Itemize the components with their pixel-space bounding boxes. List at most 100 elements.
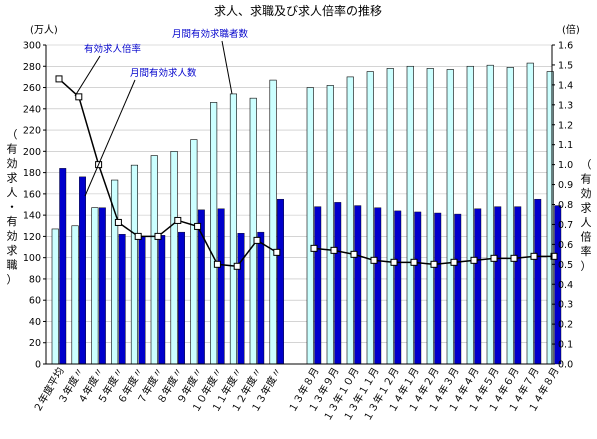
left-unit-label: (万人) [30,24,58,36]
bar-job-offers [354,205,362,365]
bar-job-seekers [506,67,514,365]
bar-job-seekers [466,65,474,365]
ratio-point [430,260,438,268]
annotation-leader [221,40,233,95]
bar-job-seekers [346,76,354,365]
bar-job-offers [394,210,402,365]
bar-job-seekers [51,228,59,365]
ratio-point [154,232,162,240]
ratio-point [273,248,281,256]
right-tick-label: 0.7 [558,220,573,231]
bar-job-seekers [446,69,454,365]
ratio-point [470,256,478,264]
bar-job-seekers [71,225,79,365]
ratio-point [194,222,202,230]
ratio-point [510,254,518,262]
vertical-axis-label: （有効求人・有効求職） [7,128,18,286]
ratio-line [55,75,558,270]
chart-title: 求人、求職及び求人倍率の推移 [214,3,382,18]
left-tick-label: 60 [29,296,41,307]
bar-job-seekers [426,68,434,365]
right-tick-label: 0.1 [558,340,573,351]
left-tick-label: 0 [35,360,41,371]
category-labels: ２年度平均３年度〃４年度〃５年度〃６年度〃７年度〃８年度〃９年度〃１０年度〃１１… [30,365,561,423]
left-tick-label: 80 [29,274,41,285]
ratio-point [55,75,63,83]
right-tick-label: 0.9 [558,180,573,191]
right-tick-label: 0.0 [558,360,573,371]
ratio-point [213,260,221,268]
bar-job-offers [434,212,442,365]
bar-job-offers [178,231,186,365]
bar-job-offers [98,207,106,365]
bar-job-seekers [366,71,374,365]
bar-job-seekers [111,179,119,365]
left-axis-label: （有効求人・有効求職） [7,128,18,286]
ratio-point [370,256,378,264]
bar-job-offers [277,198,284,365]
bar-job-offers [237,233,245,365]
ratio-point [550,252,558,260]
right-tick-label: 1.3 [558,100,573,111]
bar-job-offers [314,206,322,365]
bar-job-offers [59,168,67,365]
ratio-point [490,254,498,262]
ratio-point [330,246,338,254]
left-tick-label: 180 [23,168,41,179]
bar-job-offers [138,236,146,365]
right-unit-label: (倍) [562,23,580,36]
bar-job-offers [374,207,382,365]
annotation-leader [84,79,136,197]
bar-job-seekers [130,164,138,365]
bar-job-seekers [386,68,394,365]
bar-job-offers [414,211,422,365]
right-tick-label: 0.6 [558,240,573,251]
bar-job-seekers [306,87,314,365]
bar-job-offers [257,231,265,365]
bar-job-offers [554,205,562,365]
ratio-point [134,232,142,240]
bar-job-offers [217,208,225,365]
bar-job-seekers [269,79,277,365]
right-tick-labels: 0.0 0.1 0.2 0.3 0.4 0.5 0.6 0.7 0.8 0.9 1.0 1.1 1.2 1… [552,41,573,371]
bar-job-offers [474,208,482,365]
left-tick-label: 20 [29,338,41,349]
vertical-axis-label: （有効求人倍率） [581,158,592,273]
bar-job-seekers [526,62,534,365]
bar-job-seekers [229,93,237,365]
ratio-point [75,93,83,101]
annotation-leader [74,55,101,97]
left-tick-label: 120 [23,232,41,243]
bar-job-offers [334,202,342,365]
bar-job-offers [158,235,166,365]
annotation-label: 有効求人倍率 [84,43,142,55]
right-tick-label: 1.4 [558,80,573,91]
ratio-point [350,250,358,258]
left-tick-label: 260 [23,83,41,94]
ratio-point [233,262,241,270]
bar-job-seekers [210,102,218,365]
bars [51,62,562,365]
bar-job-seekers [486,64,494,365]
bar-job-seekers [170,151,178,365]
ratio-point [410,258,418,266]
right-tick-label: 0.2 [558,320,573,331]
bar-job-offers [514,206,522,365]
left-tick-label: 140 [23,211,41,222]
ratio-point [310,244,318,252]
right-tick-label: 1.2 [558,120,573,131]
left-tick-label: 200 [23,147,41,158]
left-tick-label: 300 [23,41,41,52]
right-tick-label: 0.4 [558,280,573,291]
ratio-point [390,258,398,266]
annotation-label: 月間有効求職者数 [172,28,249,40]
bar-job-offers [494,206,502,365]
left-tick-label: 240 [23,104,41,115]
ratio-point [530,252,538,260]
bar-job-offers [118,234,126,365]
right-tick-label: 1.1 [558,140,573,151]
right-tick-label: 0.3 [558,300,573,311]
right-tick-label: 1.6 [558,41,573,52]
ratio-point [450,258,458,266]
